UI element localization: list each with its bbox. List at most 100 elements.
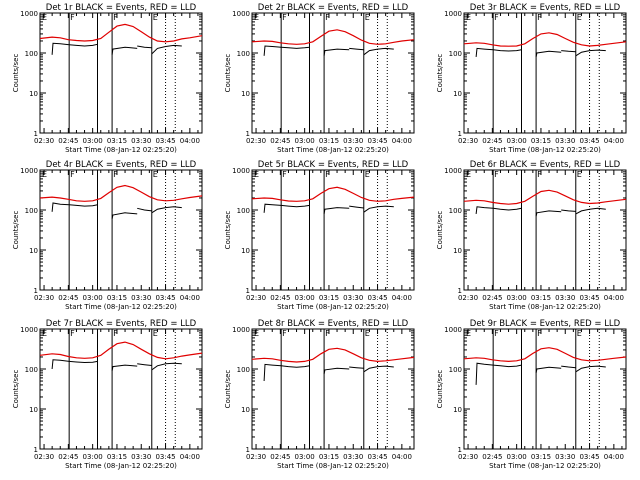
x-axis-label: Start Time (08-Jan-12 02:25:20): [489, 146, 601, 154]
x-tick-label: 04:00: [604, 453, 624, 461]
plot-frame: [39, 12, 203, 134]
x-tick-label: 03:45: [155, 294, 175, 302]
x-axis-label: Start Time (08-Jan-12 02:25:20): [489, 303, 601, 311]
marker-label: E: [365, 13, 370, 22]
x-tick-label: 03:45: [367, 137, 387, 145]
y-tick-label: 1: [458, 130, 462, 138]
series-line-events: [137, 363, 152, 366]
panel-title: Det 5r BLACK = Events, RED = LLD: [258, 160, 409, 170]
y-tick-label: 100: [237, 50, 250, 58]
x-tick-label: 02:30: [34, 294, 54, 302]
x-tick-label: 03:45: [155, 137, 175, 145]
x-tick-label: 03:00: [83, 294, 103, 302]
x-tick-label: 03:00: [295, 137, 315, 145]
marker-label: F: [325, 170, 330, 179]
x-axis-label: Start Time (08-Jan-12 02:25:20): [489, 462, 601, 470]
series-line-lld: [251, 347, 415, 363]
panel-title: Det 8r BLACK = Events, RED = LLD: [258, 319, 409, 329]
series-line-events: [349, 205, 364, 209]
marker-label: E: [153, 13, 158, 22]
marker-label: E: [577, 170, 582, 179]
panel-det-1: Det 1r BLACK = Events, RED = LLD Counts/s…: [12, 3, 203, 154]
series-line-events: [151, 206, 182, 214]
x-tick-label: 03:15: [531, 453, 551, 461]
x-tick-label: 03:15: [531, 137, 551, 145]
corner-label: E: [42, 170, 47, 179]
y-axis-label: Counts/sec: [436, 54, 444, 93]
x-tick-label: 03:45: [367, 294, 387, 302]
series-line-events: [51, 202, 70, 212]
series-line-events: [69, 43, 98, 47]
panel-title: Det 1r BLACK = Events, RED = LLD: [46, 3, 197, 13]
x-tick-label: 04:00: [392, 294, 412, 302]
x-tick-label: 03:30: [343, 137, 363, 145]
y-tick-label: 1: [246, 287, 250, 295]
x-tick-label: 03:45: [155, 453, 175, 461]
panel-det-2: Det 2r BLACK = Events, RED = LLD Counts/s…: [224, 3, 415, 154]
marker-label: F: [70, 13, 75, 22]
panel-det-3: Det 3r BLACK = Events, RED = LLD Counts/s…: [436, 3, 627, 154]
y-tick-label: 10: [453, 406, 462, 414]
x-tick-label: 03:30: [343, 453, 363, 461]
panel-det-5: Det 5r BLACK = Events, RED = LLD Counts/s…: [224, 160, 415, 311]
series-line-events: [561, 209, 576, 212]
y-tick-label: 1: [458, 446, 462, 454]
marker-label: F: [282, 170, 287, 179]
marker-label: F: [537, 329, 542, 338]
marker-label: E: [365, 170, 370, 179]
series-line-events: [363, 365, 394, 373]
series-line-events: [323, 48, 350, 56]
marker-label: F: [70, 329, 75, 338]
y-tick-label: 100: [25, 50, 38, 58]
marker-label: E: [577, 13, 582, 22]
y-tick-label: 100: [237, 366, 250, 374]
plot-frame: [39, 169, 203, 291]
series-line-events: [475, 206, 494, 214]
corner-label: E: [42, 329, 47, 338]
series-line-events: [493, 207, 522, 211]
x-tick-label: 03:00: [507, 453, 527, 461]
x-tick-label: 02:30: [34, 453, 54, 461]
x-tick-label: 04:00: [180, 453, 200, 461]
x-tick-label: 03:30: [555, 137, 575, 145]
series-line-lld: [251, 186, 415, 202]
marker-label: F: [537, 170, 542, 179]
x-tick-label: 02:45: [270, 453, 290, 461]
y-axis-label: Counts/sec: [436, 370, 444, 409]
y-tick-label: 10: [29, 406, 38, 414]
panel-title: Det 6r BLACK = Events, RED = LLD: [470, 160, 621, 170]
y-tick-label: 100: [449, 366, 462, 374]
y-axis-label: Counts/sec: [224, 370, 232, 409]
y-tick-label: 100: [237, 207, 250, 215]
series-line-events: [69, 360, 98, 364]
series-line-events: [263, 45, 282, 56]
x-tick-label: 03:15: [531, 294, 551, 302]
y-tick-label: 1: [34, 130, 38, 138]
series-line-lld: [463, 347, 627, 363]
series-line-lld: [251, 29, 415, 45]
x-tick-label: 04:00: [604, 294, 624, 302]
series-line-events: [561, 50, 576, 53]
corner-label: E: [466, 170, 471, 179]
y-tick-label: 1000: [444, 10, 462, 18]
panel-det-9: Det 9r BLACK = Events, RED = LLD Counts/s…: [436, 319, 627, 470]
x-tick-label: 03:00: [83, 137, 103, 145]
x-tick-label: 02:30: [34, 137, 54, 145]
x-tick-label: 03:00: [83, 453, 103, 461]
x-tick-label: 04:00: [180, 294, 200, 302]
plot-frame: [251, 169, 415, 291]
x-tick-label: 03:00: [295, 294, 315, 302]
series-line-events: [137, 45, 152, 49]
y-tick-label: 10: [453, 90, 462, 98]
series-line-events: [535, 366, 562, 374]
series-line-events: [349, 366, 364, 369]
x-tick-label: 03:00: [507, 137, 527, 145]
panel-det-8: Det 8r BLACK = Events, RED = LLD Counts/s…: [224, 319, 415, 470]
x-tick-label: 03:15: [319, 137, 339, 145]
plot-frame: [251, 12, 415, 134]
marker-label: F: [113, 170, 118, 179]
series-line-events: [561, 365, 576, 369]
series-line-events: [69, 204, 98, 207]
panel-title: Det 4r BLACK = Events, RED = LLD: [46, 160, 197, 170]
